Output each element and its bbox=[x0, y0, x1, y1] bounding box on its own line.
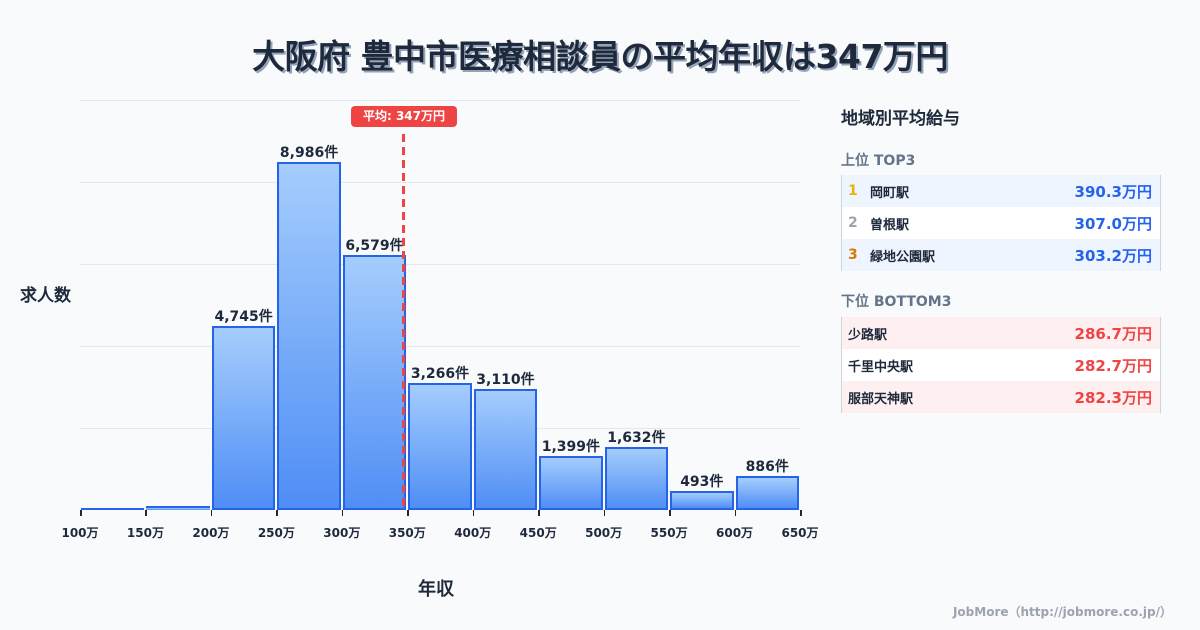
x-axis-tick-label: 400万 bbox=[454, 526, 492, 540]
histogram-bar bbox=[735, 475, 799, 510]
x-axis-tick bbox=[276, 510, 278, 516]
station-name: 少路駅 bbox=[848, 327, 888, 343]
x-axis-tick bbox=[800, 510, 802, 516]
x-axis-tick-label: 450万 bbox=[519, 526, 557, 540]
gridline bbox=[80, 264, 800, 265]
top-ranking-table: 1 岡町駅 390.3万円 2 曽根駅 307.0万円 3 緑地公園駅 303.… bbox=[841, 175, 1161, 271]
x-axis-tick-label: 150万 bbox=[126, 526, 164, 540]
bar-value-label: 3,110件 bbox=[476, 372, 535, 389]
x-axis-tick bbox=[145, 510, 147, 516]
x-axis-tick bbox=[538, 510, 540, 516]
histogram-bar bbox=[342, 254, 407, 510]
x-axis-tick-label: 250万 bbox=[257, 526, 295, 540]
gridline bbox=[80, 346, 800, 347]
gridline bbox=[80, 100, 800, 101]
bar-value-label: 6,579件 bbox=[345, 237, 404, 254]
gridline bbox=[80, 182, 800, 183]
station-name: 緑地公園駅 bbox=[870, 249, 936, 265]
salary-value: 390.3万円 bbox=[1074, 182, 1152, 201]
salary-value: 307.0万円 bbox=[1074, 214, 1152, 233]
average-badge: 平均: 347万円 bbox=[351, 106, 457, 127]
x-axis-tick bbox=[669, 510, 671, 516]
bar-value-label: 493件 bbox=[680, 473, 724, 490]
station-name: 千里中央駅 bbox=[848, 359, 914, 375]
average-line bbox=[402, 134, 405, 510]
ranking-row: 1 岡町駅 390.3万円 bbox=[842, 175, 1160, 207]
histogram-bar bbox=[408, 383, 472, 510]
salary-value: 282.7万円 bbox=[1074, 356, 1152, 375]
histogram-bar bbox=[211, 325, 276, 510]
station-name: 曽根駅 bbox=[870, 217, 910, 233]
x-axis-tick bbox=[734, 510, 737, 516]
bar-value-label: 3,266件 bbox=[410, 366, 470, 383]
histogram-bar bbox=[473, 389, 538, 510]
x-axis-tick bbox=[407, 510, 409, 516]
footer-credit: JobMore（http://jobmore.co.jp/） bbox=[952, 605, 1172, 619]
bottom-ranking-table: 少路駅 286.7万円 千里中央駅 282.7万円 服部天神駅 282.3万円 bbox=[841, 317, 1161, 413]
station-name: 岡町駅 bbox=[870, 185, 910, 201]
salary-value: 282.3万円 bbox=[1074, 388, 1152, 407]
ranking-row: 2 曽根駅 307.0万円 bbox=[842, 207, 1160, 239]
ranking-row: 3 緑地公園駅 303.2万円 bbox=[842, 239, 1160, 271]
x-axis-label: 年収 bbox=[418, 579, 454, 600]
ranking-row: 千里中央駅 282.7万円 bbox=[842, 349, 1160, 381]
histogram-bar bbox=[277, 161, 341, 510]
x-axis-tick-label: 600万 bbox=[716, 526, 754, 540]
salary-value: 286.7万円 bbox=[1074, 324, 1152, 343]
x-axis-tick bbox=[210, 510, 213, 516]
ranking-row: 服部天神駅 282.3万円 bbox=[842, 381, 1160, 413]
histogram-bar bbox=[539, 455, 603, 510]
bar-value-label: 4,745件 bbox=[214, 308, 273, 325]
x-axis-tick-label: 500万 bbox=[585, 526, 623, 540]
rank-number: 2 bbox=[848, 215, 858, 231]
bar-value-label: 886件 bbox=[745, 458, 789, 475]
x-axis-tick-label: 350万 bbox=[388, 526, 426, 540]
x-axis-tick-label: 100万 bbox=[61, 526, 99, 540]
x-axis-tick-label: 300万 bbox=[323, 526, 361, 540]
top-section-title: 上位 TOP3 bbox=[841, 153, 916, 169]
x-axis-tick-label: 550万 bbox=[650, 526, 688, 540]
histogram-chart: 求人数 年収 4,745件 8,986件 6,579件 3,266件 3,110件 1,3… bbox=[20, 100, 819, 600]
x-axis-tick bbox=[80, 510, 82, 516]
x-axis-tick-label: 650万 bbox=[781, 526, 819, 540]
x-axis-tick-label: 200万 bbox=[192, 526, 230, 540]
bar-value-label: 1,399件 bbox=[541, 438, 601, 455]
ranking-row: 少路駅 286.7万円 bbox=[842, 317, 1160, 349]
station-name: 服部天神駅 bbox=[848, 391, 914, 407]
x-axis-tick bbox=[472, 510, 475, 516]
panel-title: 地域別平均給与 bbox=[841, 109, 960, 129]
x-axis-tick bbox=[341, 510, 344, 516]
rank-number: 3 bbox=[848, 247, 858, 263]
bar-value-label: 8,986件 bbox=[279, 144, 339, 161]
y-axis-label: 求人数 bbox=[20, 286, 71, 306]
salary-value: 303.2万円 bbox=[1074, 246, 1152, 265]
histogram-bar bbox=[670, 490, 734, 510]
histogram-bar bbox=[604, 446, 669, 510]
bottom-section-title: 下位 BOTTOM3 bbox=[841, 294, 952, 310]
x-axis-tick bbox=[603, 510, 606, 516]
histogram-bar bbox=[81, 508, 145, 510]
rank-number: 1 bbox=[848, 183, 858, 199]
histogram-bar bbox=[146, 506, 210, 510]
bar-value-label: 1,632件 bbox=[607, 429, 666, 446]
page-title: 大阪府 豊中市医療相談員の平均年収は347万円 bbox=[252, 37, 948, 76]
